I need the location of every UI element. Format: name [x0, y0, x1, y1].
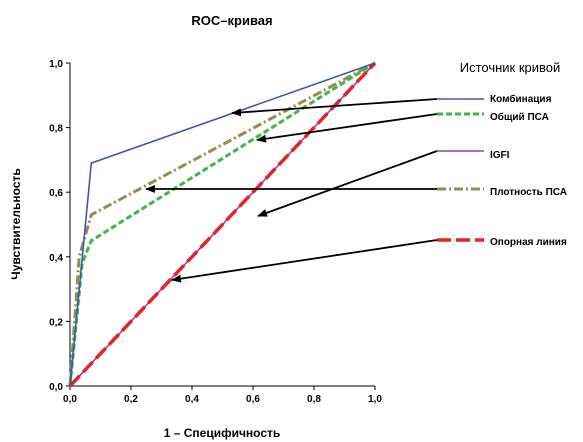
legend: Источник кривой Комбинация Общий ПСА IGFI П…: [437, 60, 567, 248]
y-tick-label: 0,4: [49, 253, 63, 264]
y-tick-label: 0,8: [49, 124, 63, 135]
plot-area: 0,0 0,2 0,4 0,6 0,8 1,0 0,0 0,2 0,4 0,6 0,8 1,0: [49, 59, 382, 405]
series-line-общий-пса: [68, 61, 376, 387]
legend-title: Источник кривой: [460, 60, 561, 75]
series-line-опорная-линия: [68, 61, 377, 388]
y-ticks: 0,0 0,2 0,4 0,6 0,8 1,0: [49, 59, 70, 393]
x-ticks: 0,0 0,2 0,4 0,6 0,8 1,0: [63, 386, 382, 405]
legend-items: Комбинация Общий ПСА IGFI Плотность ПСА Опор…: [437, 93, 567, 248]
legend-label: Общий ПСА: [490, 111, 549, 123]
annotation-arrow: [231, 98, 438, 117]
annotation-arrow: [171, 239, 438, 283]
x-axis-label: 1 – Специфичность: [164, 426, 281, 440]
y-tick-label: 0,2: [49, 317, 63, 328]
legend-label: Плотность ПСА: [490, 187, 567, 198]
annotation-arrow: [256, 113, 438, 143]
legend-label: Опорная линия: [490, 237, 567, 248]
y-tick-label: 0,6: [49, 188, 63, 199]
y-tick-label: 0,0: [49, 382, 63, 393]
x-tick-label: 0,0: [63, 394, 77, 405]
y-axis-label: Чувствительность: [9, 168, 23, 279]
y-tick-label: 1,0: [49, 59, 63, 70]
x-tick-label: 0,4: [185, 394, 199, 405]
annotation-arrow: [257, 150, 438, 217]
chart-title: ROC–кривая: [191, 13, 272, 28]
series-layer: [68, 61, 377, 388]
x-tick-label: 0,2: [124, 394, 138, 405]
legend-label: Комбинация: [490, 93, 552, 105]
annotation-arrows: [145, 98, 438, 283]
series-line-плотность-пса: [68, 61, 376, 387]
x-tick-label: 0,6: [246, 394, 260, 405]
legend-label: IGFI: [490, 150, 510, 161]
x-tick-label: 1,0: [368, 394, 382, 405]
series-line-комбинация: [69, 62, 376, 387]
x-tick-label: 0,8: [307, 394, 321, 405]
